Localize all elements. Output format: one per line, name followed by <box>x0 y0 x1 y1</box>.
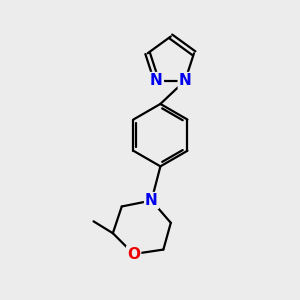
Text: N: N <box>150 73 163 88</box>
Text: O: O <box>127 247 140 262</box>
Text: N: N <box>145 193 158 208</box>
Text: N: N <box>179 73 191 88</box>
